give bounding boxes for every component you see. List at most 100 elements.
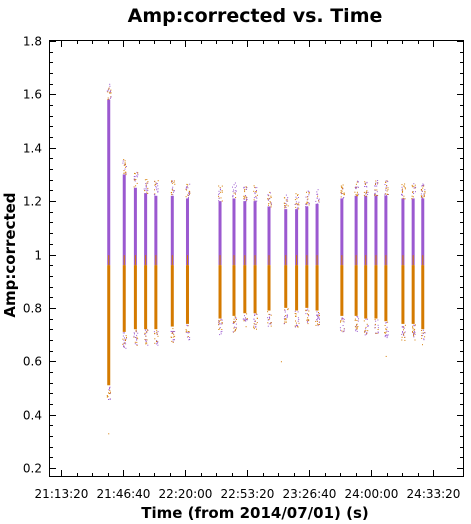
scan-point [377, 329, 379, 330]
scan-core-mix [296, 255, 298, 276]
scan-point [365, 330, 367, 332]
scan-point [297, 194, 299, 196]
scan-point [422, 187, 424, 189]
scan-point [270, 204, 272, 206]
scan-point [235, 318, 237, 320]
scan-point [386, 190, 388, 192]
scan-point [401, 189, 403, 191]
scan-point [367, 191, 369, 193]
scan-point [124, 168, 126, 170]
scan-point [294, 199, 296, 201]
scan-point [124, 163, 126, 165]
scan-point [420, 195, 422, 197]
scan-point [421, 190, 423, 192]
scan-point [295, 206, 297, 208]
scan-point [358, 193, 360, 195]
scan-point [243, 186, 245, 188]
scan-point [125, 172, 127, 174]
scan-point [365, 192, 367, 194]
scan-core-lower [401, 265, 405, 324]
scan-point [385, 194, 387, 196]
scan-point [154, 184, 156, 186]
scan-core-upper [232, 198, 236, 266]
scan-point [295, 320, 296, 322]
scan-group [133, 171, 139, 346]
scan-group [420, 183, 426, 346]
scan-point [308, 310, 310, 312]
scan-point [109, 387, 110, 389]
scan-core-lower [354, 265, 358, 316]
scan-point [145, 342, 147, 344]
scan-point [386, 330, 388, 332]
scan-point [218, 190, 220, 192]
scan-point [356, 191, 358, 193]
scan-point [297, 320, 299, 322]
scan-point [136, 171, 138, 173]
scan-point [125, 164, 126, 166]
scan-point [423, 185, 425, 187]
y-axis-label: Amp:corrected [1, 192, 19, 317]
scan-core-upper [133, 187, 137, 266]
scan-point [173, 339, 175, 341]
scan-point [253, 318, 255, 320]
scan-point [285, 315, 287, 317]
scan-point [401, 191, 403, 193]
scan-point [402, 326, 404, 327]
scan-point [315, 320, 317, 322]
scan-core-lower [305, 265, 309, 308]
scan-point [171, 331, 173, 333]
scan-point [317, 189, 319, 191]
scan-point [354, 318, 356, 320]
scan-point [270, 325, 272, 327]
scan-point [412, 328, 414, 330]
scan-point [254, 186, 256, 188]
scan-point [146, 331, 148, 333]
scan-point [157, 344, 159, 346]
scan-point [109, 91, 111, 93]
scan-point [341, 318, 343, 320]
scan-point [377, 182, 379, 184]
scan-point [156, 189, 158, 191]
scan-point [285, 321, 287, 323]
scan-point [136, 341, 138, 343]
scan-point [414, 339, 416, 341]
scan-point [403, 195, 405, 197]
scan-point [244, 191, 246, 193]
scan-point [340, 329, 341, 331]
scan-point [157, 331, 159, 333]
scan-point [307, 317, 309, 319]
scan-point [366, 181, 368, 183]
scan-group [411, 183, 417, 341]
scan-point [253, 325, 255, 327]
scan-point [297, 326, 298, 328]
scan-point [423, 339, 425, 341]
scan-point [109, 390, 111, 392]
scan-point [187, 184, 189, 186]
scan-point [295, 196, 297, 198]
scan-point [415, 186, 417, 188]
scan-core-upper [243, 201, 247, 266]
scan-group [185, 183, 191, 341]
scan-point [173, 182, 175, 184]
scan-point [307, 323, 309, 325]
scan-point [219, 323, 221, 325]
scan-point [253, 327, 255, 328]
scan-point [220, 319, 222, 321]
scan-point [267, 322, 269, 324]
scan-group [315, 189, 320, 327]
scan-point [146, 182, 148, 184]
scan-point [146, 186, 147, 188]
scan-point [367, 330, 369, 332]
scan-point [123, 344, 125, 346]
scan-point [144, 339, 146, 340]
scan-point [125, 174, 127, 176]
scan-point [420, 193, 422, 195]
scan-core-mix [186, 255, 188, 276]
scan-point [423, 184, 425, 186]
scan-point [376, 195, 378, 197]
scan-point [185, 188, 187, 190]
scan-point [421, 332, 423, 334]
scan-point [401, 194, 403, 196]
scan-point [174, 335, 176, 337]
scan-core-mix [355, 255, 357, 276]
